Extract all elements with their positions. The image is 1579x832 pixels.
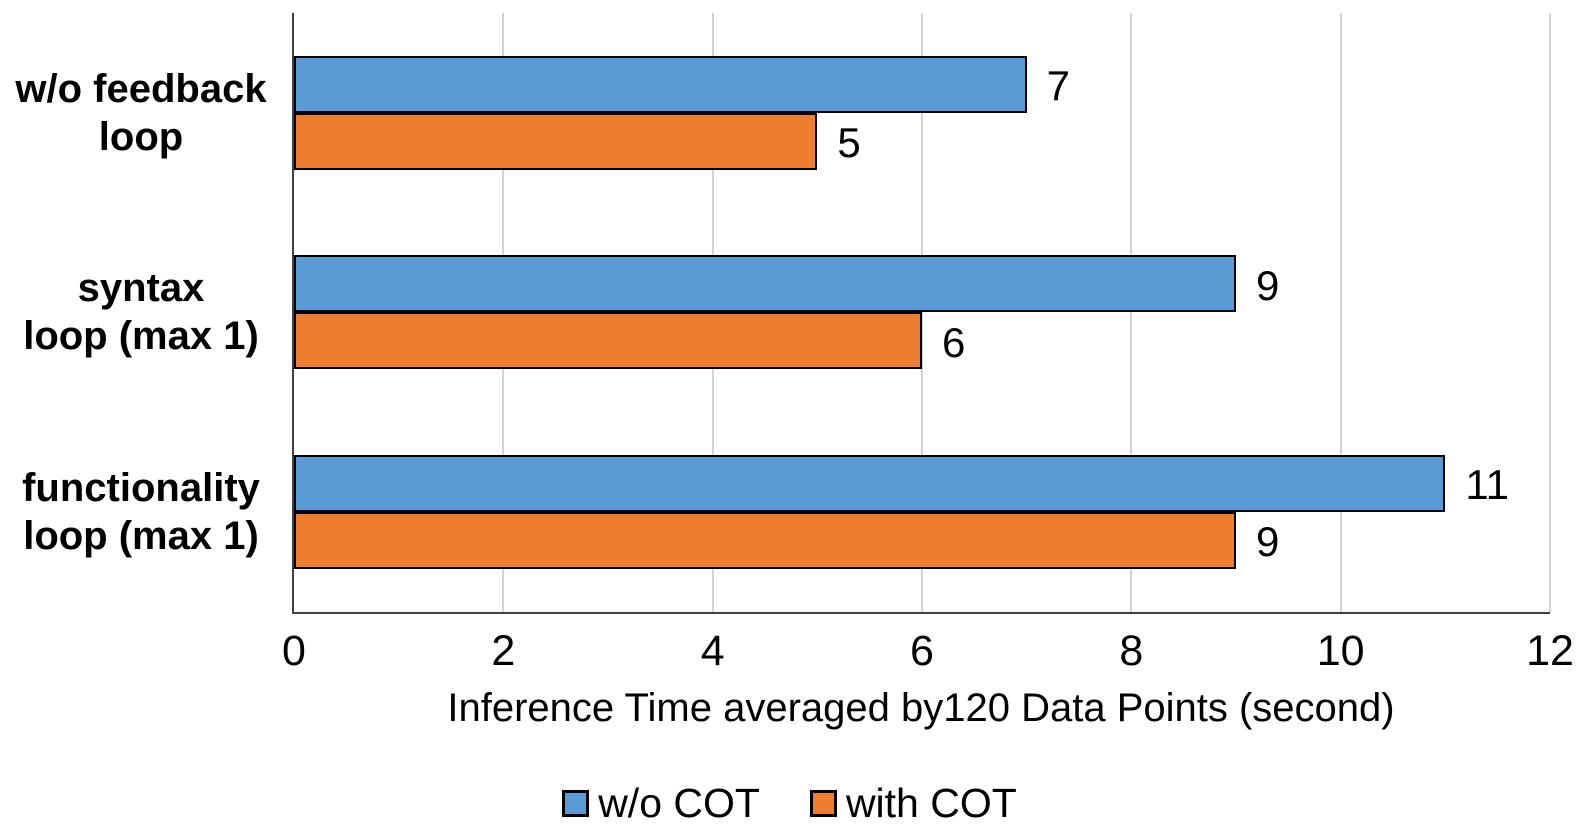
bar	[294, 312, 922, 370]
legend-swatch	[562, 790, 590, 817]
bar	[294, 55, 1027, 113]
legend-label: with COT	[845, 780, 1017, 826]
bar	[294, 255, 1236, 313]
x-tick-label: 10	[1316, 627, 1365, 675]
x-tick-label: 12	[1526, 627, 1574, 675]
legend-label: w/o COT	[598, 780, 760, 826]
legend: w/o COT with COT	[0, 780, 1579, 827]
gridline	[1549, 13, 1551, 612]
bar-value-label: 9	[1256, 261, 1280, 309]
bar	[294, 454, 1446, 512]
category-label: syntax loop (max 1)	[23, 266, 259, 359]
x-axis-title: Inference Time averaged by120 Data Point…	[447, 686, 1395, 730]
category-label: w/o feedback loop	[15, 66, 267, 159]
x-tick-label: 4	[700, 627, 725, 675]
bar-value-label: 7	[1046, 62, 1071, 109]
bar-value-label: 6	[942, 318, 966, 366]
gridline	[1130, 13, 1133, 612]
x-tick-label: 6	[910, 627, 934, 675]
gridline	[921, 13, 923, 612]
category-label: functionality loop (max 1)	[22, 466, 260, 559]
bar-value-label: 9	[1256, 518, 1280, 566]
plot-area: 7 5 9 6 11 9	[292, 13, 1551, 614]
bar	[294, 112, 818, 170]
legend-swatch	[809, 790, 837, 817]
x-tick-label: 8	[1119, 627, 1144, 675]
legend-item: with COT	[809, 780, 1017, 827]
gridline	[1339, 13, 1342, 612]
x-tick-label: 2	[491, 627, 516, 675]
legend-item: w/o COT	[562, 780, 760, 827]
x-tick-label: 0	[282, 627, 306, 675]
bar-value-label: 5	[837, 119, 861, 166]
bar	[294, 511, 1236, 569]
bar-value-label: 11	[1465, 461, 1509, 509]
